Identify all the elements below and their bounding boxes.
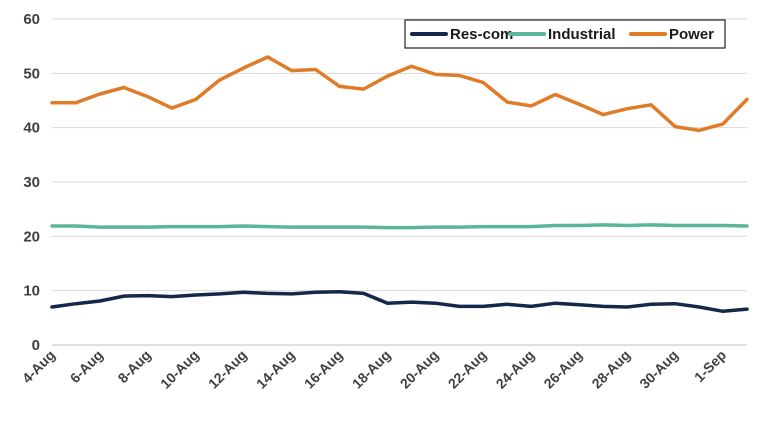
y-tick-label: 30 bbox=[23, 174, 40, 191]
x-tick-label: 10-Aug bbox=[157, 347, 202, 392]
series-line-industrial bbox=[50, 223, 749, 230]
y-tick-label: 60 bbox=[23, 11, 40, 28]
x-tick-label: 16-Aug bbox=[301, 347, 346, 392]
x-tick-label: 8-Aug bbox=[115, 347, 154, 386]
x-tick-label: 1-Sep bbox=[691, 347, 729, 385]
legend-label: Power bbox=[669, 26, 714, 43]
legend: Res-com Industrial Power bbox=[404, 19, 726, 49]
x-tick-label: 28-Aug bbox=[588, 347, 633, 392]
x-tick-label: 14-Aug bbox=[253, 347, 298, 392]
series-line-res-com bbox=[50, 290, 749, 314]
series-line-power bbox=[50, 55, 749, 133]
x-tick-label: 18-Aug bbox=[349, 347, 394, 392]
x-tick-label: 22-Aug bbox=[445, 347, 490, 392]
y-tick-label: 50 bbox=[23, 65, 40, 82]
legend-label: Industrial bbox=[548, 26, 616, 43]
legend-label: Res-com bbox=[450, 26, 513, 43]
y-axis-ticks: 0 10 20 30 40 50 60 bbox=[23, 11, 40, 354]
y-tick-label: 10 bbox=[23, 283, 40, 300]
x-tick-label: 26-Aug bbox=[540, 347, 585, 392]
x-tick-label: 6-Aug bbox=[67, 347, 106, 386]
legend-box bbox=[404, 19, 726, 49]
gridlines bbox=[52, 18, 747, 346]
x-axis-ticks: 4-Aug 6-Aug 8-Aug 10-Aug 12-Aug 14-Aug 16-Aug 1… bbox=[19, 347, 729, 392]
y-tick-label: 20 bbox=[23, 228, 40, 245]
x-tick-label: 24-Aug bbox=[493, 347, 538, 392]
series-lines bbox=[50, 55, 749, 314]
x-tick-label: 12-Aug bbox=[205, 347, 250, 392]
y-tick-label: 40 bbox=[23, 120, 40, 137]
y-tick-label: 0 bbox=[32, 337, 40, 354]
x-tick-label: 20-Aug bbox=[397, 347, 442, 392]
x-tick-label: 30-Aug bbox=[636, 347, 681, 392]
